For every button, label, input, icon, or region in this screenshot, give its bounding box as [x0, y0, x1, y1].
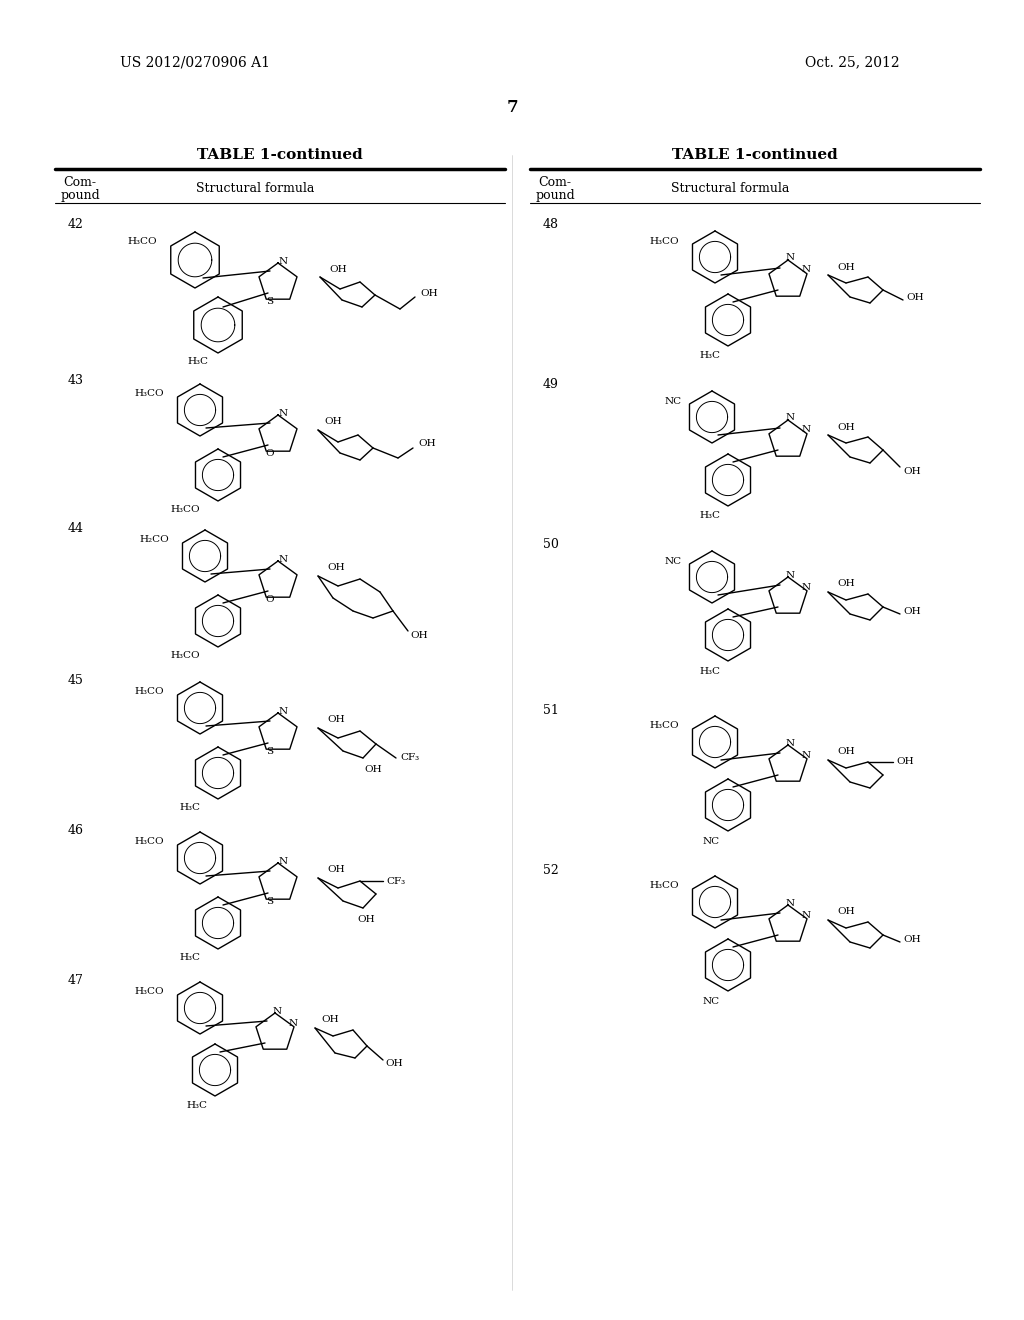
Text: N: N	[802, 911, 811, 920]
Text: OH: OH	[420, 289, 437, 297]
Text: H₃CO: H₃CO	[649, 882, 679, 891]
Text: S: S	[266, 747, 273, 755]
Text: 50: 50	[543, 539, 559, 552]
Text: TABLE 1-continued: TABLE 1-continued	[672, 148, 838, 162]
Text: H₃C: H₃C	[186, 1101, 207, 1110]
Text: OH: OH	[903, 936, 921, 945]
Text: N: N	[802, 265, 811, 275]
Text: OH: OH	[838, 579, 855, 589]
Text: OH: OH	[325, 417, 342, 426]
Text: H₂CO: H₂CO	[139, 536, 169, 544]
Text: N: N	[279, 256, 288, 265]
Text: H₃CO: H₃CO	[134, 688, 164, 697]
Text: US 2012/0270906 A1: US 2012/0270906 A1	[120, 55, 270, 69]
Text: N: N	[802, 751, 811, 759]
Text: 47: 47	[68, 974, 84, 986]
Text: OH: OH	[838, 422, 855, 432]
Text: H₃C: H₃C	[699, 667, 720, 676]
Text: O: O	[265, 449, 274, 458]
Text: N: N	[802, 582, 811, 591]
Text: N: N	[279, 706, 288, 715]
Text: OH: OH	[385, 1060, 402, 1068]
Text: H₃CO: H₃CO	[134, 837, 164, 846]
Text: OH: OH	[418, 440, 435, 449]
Text: OH: OH	[903, 607, 921, 616]
Text: Structural formula: Structural formula	[196, 182, 314, 195]
Text: N: N	[272, 1006, 282, 1015]
Text: pound: pound	[60, 189, 100, 202]
Text: NC: NC	[665, 396, 682, 405]
Text: OH: OH	[322, 1015, 339, 1024]
Text: OH: OH	[410, 631, 428, 640]
Text: OH: OH	[903, 466, 921, 475]
Text: OH: OH	[365, 766, 382, 775]
Text: OH: OH	[896, 758, 913, 767]
Text: 52: 52	[543, 863, 559, 876]
Text: H₃CO: H₃CO	[649, 722, 679, 730]
Text: H₃CO: H₃CO	[649, 236, 679, 246]
Text: OH: OH	[328, 564, 345, 573]
Text: O: O	[265, 594, 274, 603]
Text: N: N	[279, 857, 288, 866]
Text: 46: 46	[68, 824, 84, 837]
Text: Com-: Com-	[63, 177, 96, 190]
Text: H₃CO: H₃CO	[170, 651, 200, 660]
Text: Com-: Com-	[539, 177, 571, 190]
Text: 42: 42	[68, 219, 84, 231]
Text: NC: NC	[702, 997, 720, 1006]
Text: H₃C: H₃C	[699, 351, 720, 360]
Text: N: N	[785, 253, 795, 263]
Text: OH: OH	[357, 916, 375, 924]
Text: NC: NC	[665, 557, 682, 565]
Text: CF₃: CF₃	[400, 754, 419, 763]
Text: 49: 49	[543, 379, 559, 392]
Text: 48: 48	[543, 219, 559, 231]
Text: 45: 45	[68, 673, 84, 686]
Text: OH: OH	[906, 293, 924, 301]
Text: H₃C: H₃C	[699, 511, 720, 520]
Text: N: N	[279, 408, 288, 417]
Text: NC: NC	[702, 837, 720, 846]
Text: pound: pound	[536, 189, 574, 202]
Text: Oct. 25, 2012: Oct. 25, 2012	[805, 55, 900, 69]
Text: TABLE 1-continued: TABLE 1-continued	[198, 148, 362, 162]
Text: 44: 44	[68, 521, 84, 535]
Text: OH: OH	[838, 908, 855, 916]
Text: S: S	[266, 297, 273, 305]
Text: Structural formula: Structural formula	[671, 182, 790, 195]
Text: H₃CO: H₃CO	[134, 389, 164, 399]
Text: N: N	[279, 554, 288, 564]
Text: H₃C: H₃C	[179, 803, 200, 812]
Text: H₃CO: H₃CO	[127, 238, 157, 247]
Text: 7: 7	[506, 99, 518, 116]
Text: OH: OH	[329, 264, 347, 273]
Text: H₃CO: H₃CO	[134, 987, 164, 997]
Text: N: N	[785, 738, 795, 747]
Text: N: N	[802, 425, 811, 434]
Text: H₃C: H₃C	[187, 356, 208, 366]
Text: 43: 43	[68, 374, 84, 387]
Text: N: N	[289, 1019, 298, 1027]
Text: N: N	[785, 570, 795, 579]
Text: CF₃: CF₃	[386, 876, 406, 886]
Text: H₃C: H₃C	[179, 953, 200, 961]
Text: OH: OH	[838, 747, 855, 756]
Text: OH: OH	[838, 263, 855, 272]
Text: N: N	[785, 899, 795, 908]
Text: S: S	[266, 896, 273, 906]
Text: N: N	[785, 413, 795, 422]
Text: 51: 51	[543, 704, 559, 717]
Text: H₃CO: H₃CO	[170, 504, 200, 513]
Text: OH: OH	[328, 866, 345, 874]
Text: OH: OH	[328, 715, 345, 725]
